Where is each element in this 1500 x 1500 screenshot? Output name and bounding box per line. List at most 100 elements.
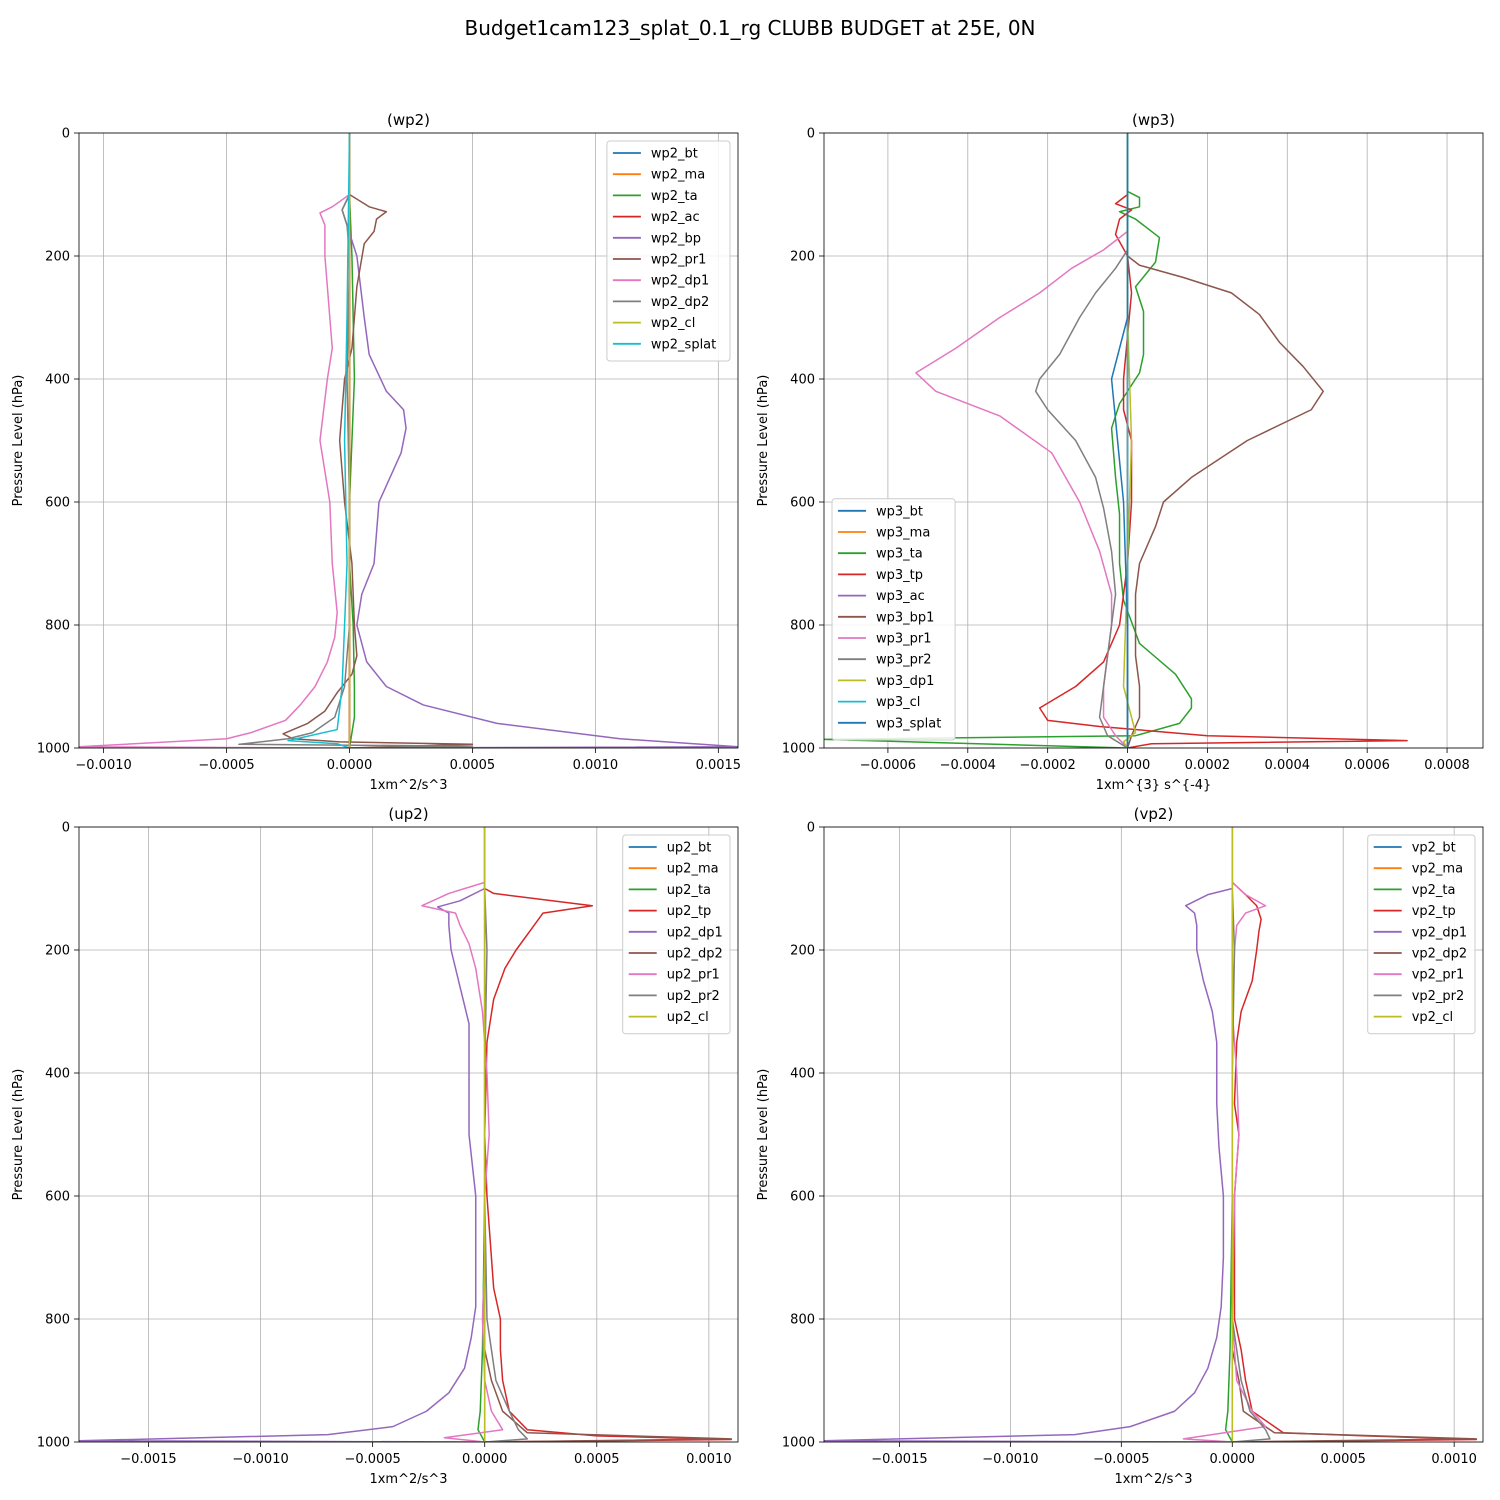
y-tick-label: 200 <box>790 250 815 265</box>
x-axis-label: 1xm^2/s^3 <box>369 1472 447 1487</box>
legend-label: up2_pr2 <box>667 989 720 1004</box>
legend-label: wp3_ma <box>876 526 930 541</box>
legend-label: vp2_bt <box>1412 841 1456 856</box>
x-tick-label: −0.0015 <box>871 1452 927 1467</box>
series-line-wp2_bp <box>341 133 738 748</box>
legend: wp2_bt wp2_ma wp2_ta wp2_ac wp2_bp wp2_pr1 wp2… <box>606 140 731 362</box>
chart-panel-0: −0.0010 −0.0005 0.0000 0.0005 0.0010 0.0015 0 2… <box>11 111 741 793</box>
legend-label: vp2_pr1 <box>1412 968 1465 983</box>
y-tick-label: 1000 <box>782 742 815 757</box>
x-tick-label: 0.0010 <box>686 1452 732 1467</box>
legend-label: up2_dp2 <box>667 947 723 962</box>
chart-panel-1: −0.0006 −0.0004 −0.0002 0.0000 0.0002 0.0004 0… <box>756 111 1484 793</box>
legend-box <box>1367 834 1476 1035</box>
y-tick-label: 200 <box>45 250 70 265</box>
y-tick-label: 400 <box>790 373 815 388</box>
legend-label: wp3_pr2 <box>876 653 932 668</box>
series-line-vp2_tp <box>1231 827 1478 1442</box>
x-tick-label: −0.0004 <box>940 758 996 773</box>
y-tick-label: 800 <box>790 1313 815 1328</box>
legend-label: wp2_ac <box>651 210 700 225</box>
series-group <box>79 827 733 1442</box>
subplot-title: (wp2) <box>387 111 430 129</box>
x-tick-label: 0.0000 <box>462 1452 508 1467</box>
y-tick-label: 600 <box>45 496 70 511</box>
x-tick-label: 0.0006 <box>1344 758 1390 773</box>
chart-panel-3: −0.0015 −0.0010 −0.0005 0.0000 0.0005 0.0010 0… <box>756 805 1484 1487</box>
y-tick-label: 1000 <box>782 1436 815 1451</box>
y-tick-label: 0 <box>62 821 70 836</box>
x-tick-label: −0.0005 <box>344 1452 400 1467</box>
legend-label: wp3_tp <box>876 568 923 583</box>
legend-label: up2_dp1 <box>667 925 723 940</box>
legend-label: up2_ma <box>667 862 719 877</box>
y-tick-label: 1000 <box>37 1436 70 1451</box>
legend: up2_bt up2_ma up2_ta up2_tp up2_dp1 up2_dp2up… <box>622 834 731 1035</box>
y-tick-label: 0 <box>62 127 70 142</box>
legend: vp2_bt vp2_ma vp2_ta vp2_tp vp2_dp1 vp2_dp2vp… <box>1367 834 1476 1035</box>
series-group <box>824 133 1408 748</box>
y-tick-label: 800 <box>790 619 815 634</box>
x-tick-label: 0.0000 <box>1210 1452 1256 1467</box>
series-line-vp2_pr1 <box>1182 827 1267 1442</box>
x-tick-label: 0.0000 <box>1105 758 1151 773</box>
legend-label: wp2_dp1 <box>651 274 709 289</box>
legend-label: wp2_ma <box>651 168 705 183</box>
y-tick-label: 400 <box>45 1067 70 1082</box>
y-tick-label: 800 <box>45 619 70 634</box>
legend-label: wp2_bt <box>651 147 698 162</box>
subplot-title: (up2) <box>388 805 428 823</box>
x-tick-label: −0.0010 <box>982 1452 1038 1467</box>
legend-label: wp3_splat <box>876 716 941 731</box>
series-line-wp2_ta <box>348 133 356 748</box>
x-axis-label: 1xm^2/s^3 <box>369 778 447 793</box>
legend-label: up2_bt <box>667 841 712 856</box>
series-line-up2_pr2 <box>483 827 529 1442</box>
legend-label: wp3_bp1 <box>876 610 934 625</box>
legend-label: wp3_ta <box>876 547 923 562</box>
subplot-title: (vp2) <box>1134 805 1174 823</box>
y-tick-label: 600 <box>45 1190 70 1205</box>
plot-frame <box>823 132 1484 749</box>
x-tick-label: −0.0005 <box>1093 1452 1149 1467</box>
series-line-wp2_pr1 <box>282 133 474 748</box>
legend-label: wp3_pr1 <box>876 632 932 647</box>
figure-title: Budget1cam123_splat_0.1_rg CLUBB BUDGET … <box>464 16 1036 40</box>
legend-label: vp2_ta <box>1412 883 1456 898</box>
subplot-title: (wp3) <box>1132 111 1175 129</box>
y-axis-label: Pressure Level (hPa) <box>756 375 771 507</box>
legend-label: wp2_ta <box>651 189 698 204</box>
legend: wp3_bt wp3_ma wp3_ta wp3_tp wp3_ac wp3_bp1 wp3… <box>831 498 956 741</box>
plot-frame <box>78 826 739 1443</box>
legend-label: wp3_dp1 <box>876 674 934 689</box>
series-line-up2_pr1 <box>421 827 504 1442</box>
legend-label: up2_cl <box>667 1010 709 1025</box>
series-line-wp3_splat <box>1110 133 1129 748</box>
y-tick-label: 800 <box>45 1313 70 1328</box>
y-tick-label: 600 <box>790 496 815 511</box>
y-tick-label: 400 <box>45 373 70 388</box>
x-tick-label: 0.0002 <box>1185 758 1231 773</box>
x-tick-label: −0.0010 <box>232 1452 288 1467</box>
y-axis-label: Pressure Level (hPa) <box>11 1069 26 1201</box>
y-tick-label: 600 <box>790 1190 815 1205</box>
y-tick-label: 200 <box>790 944 815 959</box>
y-tick-label: 0 <box>807 127 815 142</box>
legend-label: wp2_dp2 <box>651 295 709 310</box>
x-tick-label: −0.0005 <box>198 758 254 773</box>
x-tick-label: 0.0004 <box>1265 758 1311 773</box>
x-axis-label: 1xm^2/s^3 <box>1114 1472 1192 1487</box>
x-tick-label: 0.0015 <box>696 758 742 773</box>
legend-label: up2_pr1 <box>667 968 720 983</box>
legend-label: vp2_tp <box>1412 904 1456 919</box>
legend-label: wp3_ac <box>876 589 925 604</box>
series-group <box>824 827 1478 1442</box>
x-tick-label: −0.0015 <box>120 1452 176 1467</box>
plot-frame <box>823 826 1484 1443</box>
legend-label: vp2_ma <box>1412 862 1463 877</box>
y-tick-label: 0 <box>807 821 815 836</box>
y-tick-label: 400 <box>790 1067 815 1082</box>
legend-label: vp2_dp1 <box>1412 925 1468 940</box>
chart-panel-2: −0.0015 −0.0010 −0.0005 0.0000 0.0005 0.0010 0… <box>11 805 739 1487</box>
